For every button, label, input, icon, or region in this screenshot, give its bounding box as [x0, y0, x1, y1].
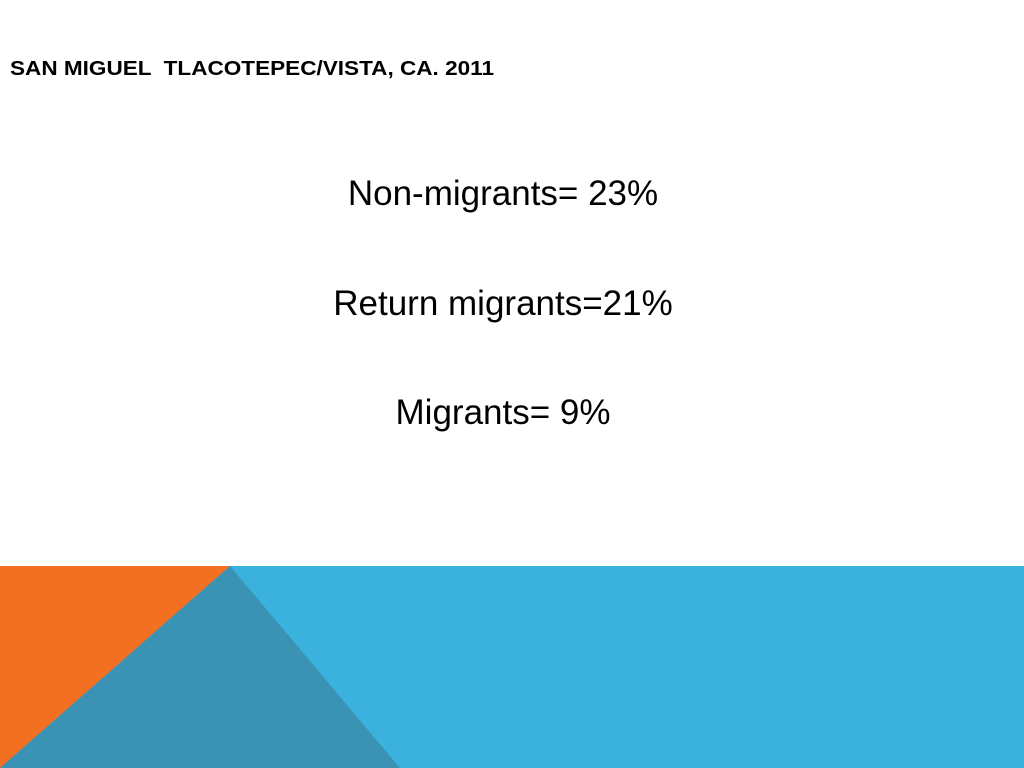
slide-title: SAN MIGUEL TLACOTEPEC/VISTA, CA. 2011 — [10, 58, 494, 80]
body-line: Non-migrants= 23% — [348, 174, 658, 213]
body-line: Return migrants=21% — [333, 284, 672, 323]
dark-blue-triangle — [0, 566, 400, 768]
body-line: Migrants= 9% — [396, 393, 611, 432]
